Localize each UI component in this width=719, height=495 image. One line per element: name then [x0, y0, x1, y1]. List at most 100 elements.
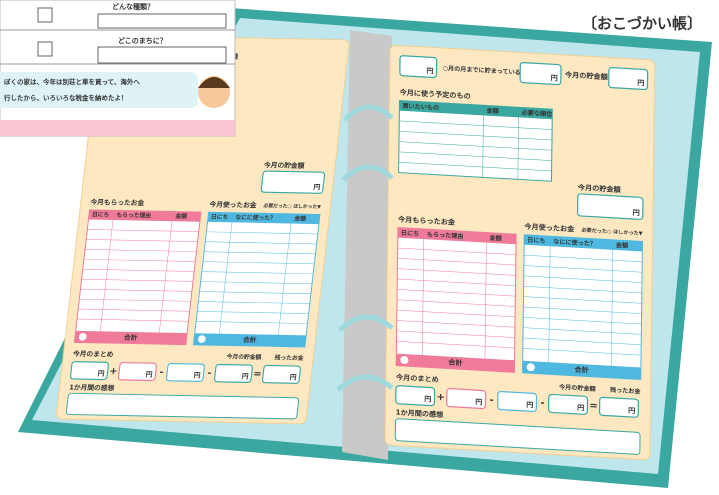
operator: -	[489, 395, 493, 406]
yen-label: 円	[193, 372, 201, 380]
table-row	[523, 275, 642, 283]
yen-label: 円	[424, 394, 431, 403]
table-column	[157, 211, 174, 345]
table-column	[98, 210, 115, 343]
table-row	[206, 231, 318, 235]
total-label: 合計	[574, 365, 589, 375]
yen-label: 円	[241, 373, 249, 381]
table-column	[484, 232, 487, 371]
table	[73, 209, 202, 346]
table-row	[199, 291, 311, 294]
savings-label: 今月の貯金額	[577, 183, 621, 194]
total-icon	[78, 332, 87, 341]
table-column	[217, 212, 234, 346]
title: 〔おこづかい帳〕	[582, 15, 702, 33]
section-title: 今月もらったお金	[397, 215, 456, 227]
operator: +	[436, 392, 445, 403]
table-header-text: 日にち	[527, 236, 545, 245]
table-row	[197, 311, 309, 314]
operator: -	[540, 398, 544, 409]
total-icon	[526, 363, 535, 372]
total-label: 合計	[242, 335, 258, 344]
table-column	[421, 229, 425, 368]
yen-label: 円	[289, 373, 297, 381]
table-header-text: 金額	[293, 214, 307, 222]
table-row	[398, 151, 552, 161]
impression-box	[65, 392, 300, 420]
table-row	[397, 247, 516, 255]
speech-bubble	[0, 72, 198, 108]
table-row	[523, 265, 643, 273]
table-row	[82, 269, 195, 272]
section-title: 今月使ったお金	[523, 222, 575, 234]
total-icon	[400, 356, 409, 365]
table-row	[81, 278, 194, 282]
summary-label: 今月の貯金額	[225, 352, 262, 361]
savings-label: 今月の貯金額	[564, 70, 608, 81]
table-row	[78, 308, 190, 312]
table-row	[202, 261, 315, 265]
amount-box	[260, 170, 326, 194]
total-bar	[193, 333, 307, 347]
yen-label: 円	[633, 208, 640, 217]
yen-label: 円	[97, 370, 105, 378]
table-row	[522, 337, 642, 346]
table-row	[205, 241, 317, 245]
check-label: 必要だった○ ほしかった▼	[262, 202, 321, 210]
yen-label: 円	[313, 183, 321, 191]
total-label: 合計	[123, 333, 139, 342]
operator: +	[109, 366, 118, 377]
table-row	[396, 320, 515, 328]
table-column	[610, 239, 614, 378]
table-header-text: 金額	[486, 107, 499, 116]
operator: -	[159, 367, 164, 378]
summary-label: 残ったお金	[610, 386, 642, 396]
table	[395, 227, 517, 373]
total-bar	[522, 360, 641, 380]
table-row	[523, 327, 642, 335]
table-header-text: 日にち	[401, 229, 419, 238]
inset-text: どんな種類？	[112, 2, 154, 11]
total-bar	[396, 353, 515, 373]
table-row	[79, 298, 191, 302]
section-title: 今月のまとめ	[73, 349, 115, 359]
table-row	[396, 340, 515, 349]
inset-stripe	[0, 120, 235, 136]
check-label: 必要だった○ ほしかった▼	[580, 227, 642, 237]
table-column	[517, 107, 519, 180]
section-title: 1か月間の感想	[69, 383, 115, 393]
table-row	[523, 285, 642, 294]
summary-label: 今月の貯金額	[558, 383, 596, 393]
binder-spine	[342, 30, 392, 460]
table-row	[397, 289, 516, 297]
amount-box	[165, 362, 205, 383]
section-title: 今月に使う予定のもの	[399, 88, 471, 101]
amount-box	[69, 361, 109, 381]
amount-box	[598, 396, 640, 418]
table-row	[398, 141, 552, 151]
table-row	[200, 281, 313, 285]
table-column	[276, 213, 293, 347]
table-header-text: もらった理由	[116, 211, 152, 220]
table-row	[80, 288, 192, 292]
table-header-text: 金額	[174, 212, 188, 220]
table-column	[482, 105, 484, 178]
table-column	[548, 236, 551, 375]
speech-text: 行したから、いろいろな税金を納めたよ！	[3, 93, 128, 102]
table-row	[523, 317, 642, 325]
table-row	[85, 249, 197, 252]
amount-box	[261, 364, 301, 384]
operator: -	[207, 368, 212, 379]
binder-rings	[336, 104, 394, 392]
table	[192, 211, 321, 348]
section-title: 今月のまとめ	[395, 373, 439, 384]
table-row	[523, 306, 642, 314]
table-row	[524, 254, 643, 263]
table-header-text: もらった理由	[427, 230, 464, 240]
summary-label: 残ったお金	[274, 353, 304, 362]
character-hair	[198, 77, 230, 88]
amount-box	[547, 393, 589, 415]
operator: =	[253, 369, 262, 380]
amount-box	[446, 388, 487, 410]
